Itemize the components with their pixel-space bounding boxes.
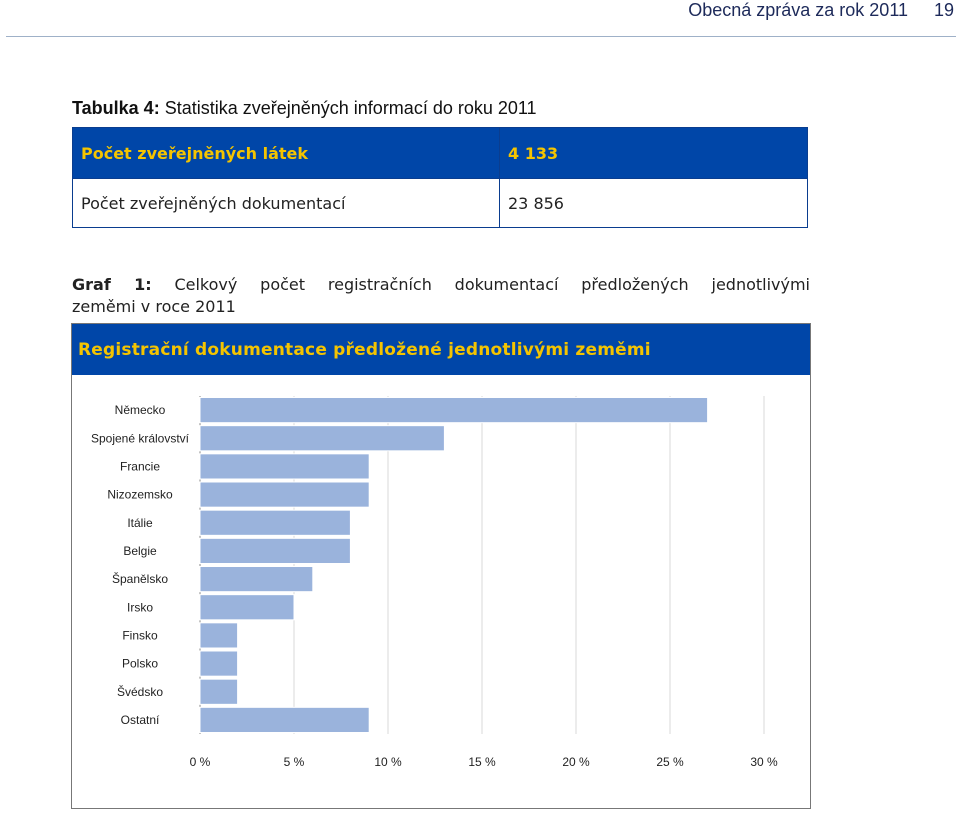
- row-value: 23 856: [499, 178, 808, 228]
- chart-caption: Graf 1: Celkový počet registračních doku…: [72, 274, 810, 318]
- bar-5: [199, 537, 351, 564]
- x-tick-label: 30 %: [750, 755, 778, 769]
- table-row: Počet zveřejněných látek 4 133: [72, 127, 808, 179]
- category-label: Španělsko: [112, 571, 168, 586]
- table-caption: Tabulka 4: Statistika zveřejněných infor…: [72, 98, 537, 119]
- chart-container: Registrační dokumentace předložené jedno…: [71, 323, 811, 809]
- bar-2: [199, 453, 370, 480]
- category-label: Itálie: [127, 516, 153, 530]
- x-tick-label: 20 %: [562, 755, 590, 769]
- category-label: Švédsko: [117, 684, 163, 699]
- category-label: Belgie: [123, 544, 157, 558]
- page-number: 19: [933, 0, 954, 20]
- category-label: Polsko: [122, 657, 158, 671]
- bar-6: [199, 566, 314, 593]
- bar-chart: 0 % 5 % 10 % 15 % 20 % 25 % 30 % Německo Spojené…: [91, 396, 778, 769]
- bar-9: [199, 650, 239, 677]
- page-header: Obecná zpráva za rok 2011 19: [0, 0, 960, 22]
- bar-7: [199, 594, 295, 621]
- bar-0: [199, 397, 709, 424]
- x-tick-label: 10 %: [374, 755, 402, 769]
- bar-8: [199, 622, 239, 649]
- category-label: Německo: [115, 403, 166, 417]
- bar-4: [199, 509, 351, 536]
- header-divider: [6, 36, 956, 37]
- category-label: Francie: [120, 459, 160, 473]
- row-label: Počet zveřejněných látek: [72, 127, 500, 179]
- bar-11: [199, 706, 370, 734]
- table-caption-text: Statistika zveřejněných informací do rok…: [159, 98, 537, 118]
- x-tick-label: 0 %: [190, 755, 211, 769]
- chart-caption-line2: zeměmi v roce 2011: [72, 297, 236, 316]
- chart-title-bar: Registrační dokumentace předložené jedno…: [72, 324, 810, 375]
- table-caption-prefix: Tabulka 4:: [72, 98, 160, 118]
- category-label: Ostatní: [121, 713, 160, 727]
- category-label: Irsko: [127, 600, 153, 614]
- bar-3: [199, 481, 370, 508]
- x-tick-label: 25 %: [656, 755, 684, 769]
- category-label: Spojené království: [91, 431, 190, 445]
- row-label: Počet zveřejněných dokumentací: [72, 178, 500, 228]
- row-value: 4 133: [499, 127, 808, 179]
- bar-1: [199, 425, 445, 452]
- statistics-table: Počet zveřejněných látek 4 133 Počet zve…: [72, 127, 808, 228]
- table-row: Počet zveřejněných dokumentací 23 856: [72, 178, 808, 228]
- x-tick-label: 15 %: [468, 755, 496, 769]
- chart-caption-line1: Celkový počet registračních dokumentací …: [151, 275, 811, 294]
- category-label: Nizozemsko: [107, 488, 173, 502]
- bar-10: [199, 678, 239, 705]
- chart-caption-prefix: Graf 1:: [72, 275, 152, 294]
- category-label: Finsko: [122, 628, 158, 642]
- chart-title: Registrační dokumentace předložené jedno…: [78, 340, 651, 360]
- x-tick-label: 5 %: [284, 755, 305, 769]
- report-title: Obecná zpráva za rok 2011: [688, 0, 908, 20]
